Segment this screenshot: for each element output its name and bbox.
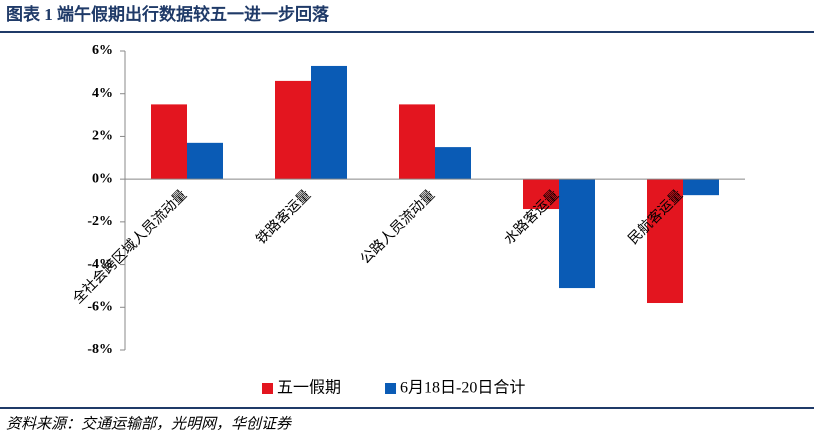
y-tick-label: -6% bbox=[87, 300, 113, 315]
bar bbox=[187, 142, 223, 180]
y-tick-label: -8% bbox=[87, 342, 113, 357]
x-tick-label: 公路人员流动量 bbox=[357, 187, 438, 268]
y-tick-label: -2% bbox=[87, 214, 113, 229]
bar bbox=[435, 147, 471, 180]
legend-label: 五一假期 bbox=[277, 379, 341, 397]
bar bbox=[275, 80, 311, 180]
bar bbox=[523, 179, 559, 210]
y-tick-label: -4% bbox=[87, 257, 113, 272]
bar bbox=[311, 65, 347, 180]
chart-title: 图表 1 端午假期出行数据较五一进一步回落 bbox=[6, 4, 330, 24]
legend-swatch bbox=[262, 383, 273, 394]
y-tick-label: 6% bbox=[92, 43, 113, 58]
y-tick-label: 0% bbox=[92, 171, 113, 186]
bar bbox=[647, 179, 683, 304]
x-tick-label: 铁路客运量 bbox=[253, 186, 315, 248]
legend-label: 6月18日-20日合计 bbox=[400, 379, 525, 397]
legend-swatch bbox=[385, 383, 397, 394]
source-note: 资料来源：交通运输部，光明网，华创证券 bbox=[6, 415, 292, 432]
bar bbox=[683, 179, 719, 196]
bar bbox=[559, 179, 595, 289]
bar bbox=[151, 104, 187, 180]
x-tick-label: 全社会跨区域人员流动量 bbox=[69, 186, 190, 307]
bar bbox=[399, 104, 435, 180]
y-tick-label: 4% bbox=[92, 86, 113, 101]
y-tick-label: 2% bbox=[92, 129, 113, 144]
